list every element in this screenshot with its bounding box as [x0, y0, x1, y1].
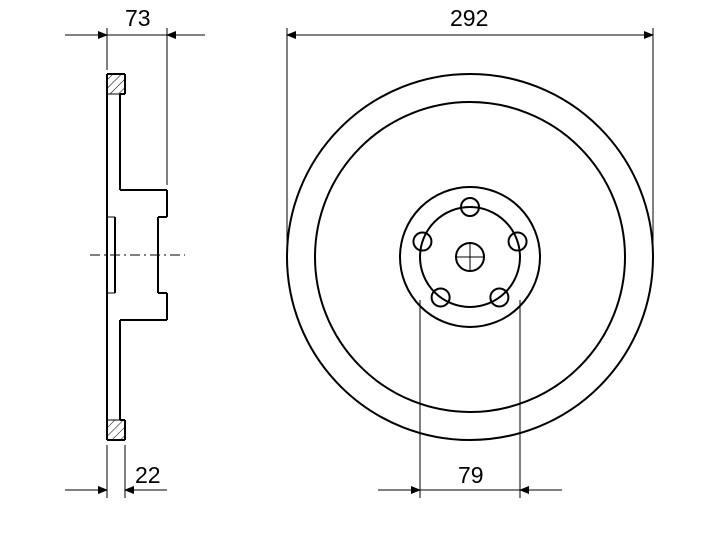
- dimension-22: 22: [65, 445, 167, 498]
- dim-292-text: 292: [450, 5, 488, 31]
- front-view: [287, 74, 653, 440]
- hatch-bottom: [107, 420, 125, 440]
- hatch-top: [107, 74, 125, 94]
- drawing-container: 73 22 292: [0, 0, 720, 554]
- dim-22-text: 22: [135, 462, 161, 488]
- dim-79-text: 79: [458, 462, 484, 488]
- technical-drawing: 73 22 292: [0, 0, 720, 554]
- side-view: [90, 74, 185, 440]
- dimension-73: 73: [65, 5, 205, 185]
- dim-73-text: 73: [125, 5, 151, 31]
